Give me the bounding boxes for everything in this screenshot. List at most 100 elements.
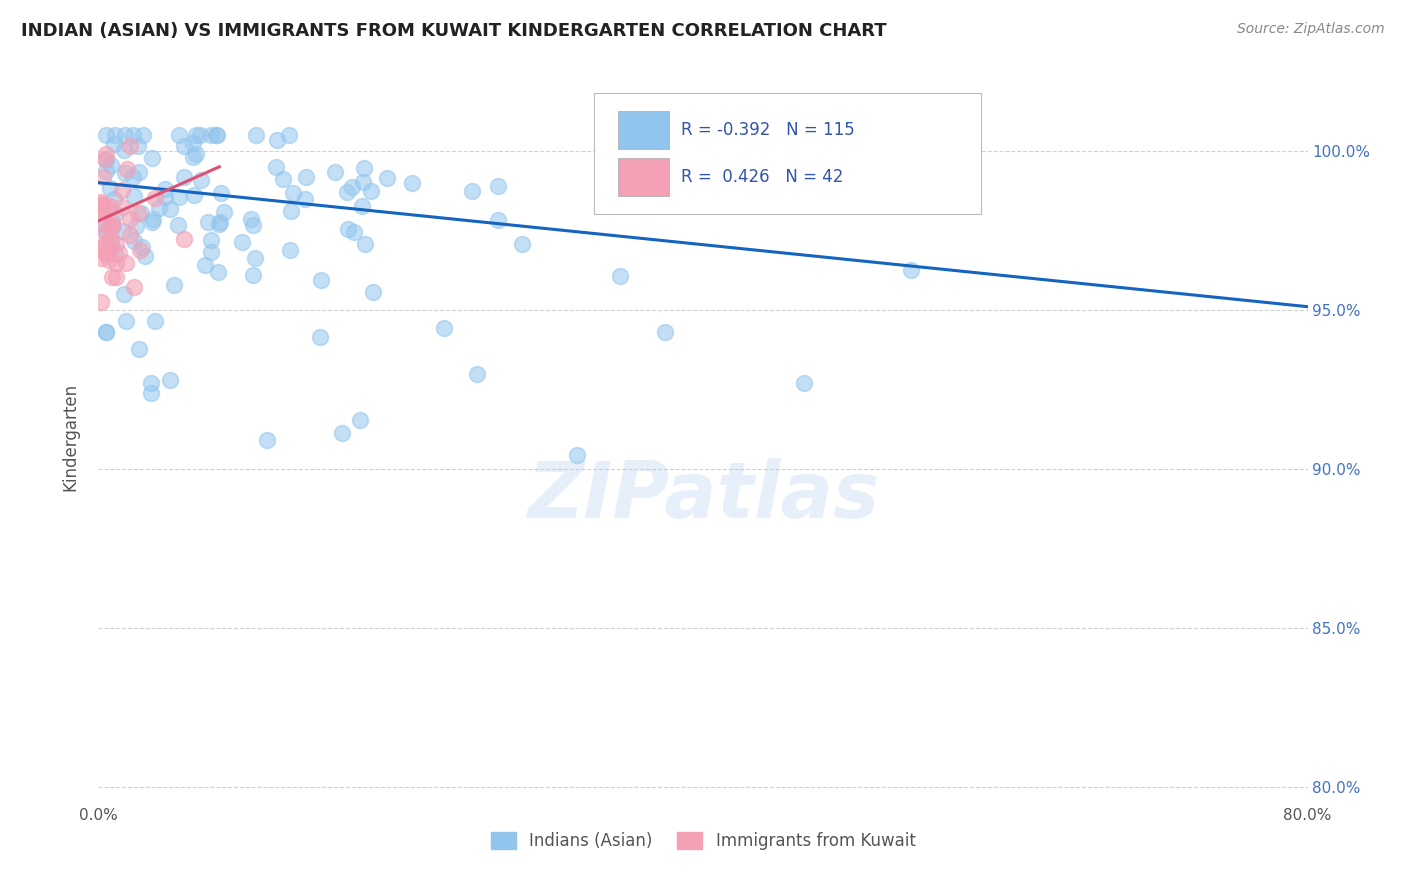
Legend: Indians (Asian), Immigrants from Kuwait: Indians (Asian), Immigrants from Kuwait — [484, 825, 922, 856]
Point — [94, 325, 117, 339]
FancyBboxPatch shape — [595, 94, 981, 214]
FancyBboxPatch shape — [619, 112, 669, 149]
Point — [186, 128, 208, 142]
Point — [96, 236, 118, 251]
Point — [153, 182, 176, 196]
Point — [361, 285, 384, 299]
Point — [309, 330, 332, 344]
Point — [190, 172, 212, 186]
Point — [132, 128, 155, 142]
Point — [115, 162, 138, 177]
Point — [309, 273, 332, 287]
Point — [256, 433, 278, 447]
Point — [194, 258, 217, 272]
Point — [245, 128, 267, 142]
Point — [94, 224, 117, 238]
Point — [793, 376, 815, 390]
Point — [96, 201, 118, 215]
Point — [360, 184, 382, 198]
Point — [127, 139, 149, 153]
Point — [240, 211, 263, 226]
Point — [91, 239, 114, 253]
Point — [143, 313, 166, 327]
Point — [159, 202, 181, 217]
Point — [94, 326, 117, 340]
Point — [94, 164, 117, 178]
Y-axis label: Kindergarten: Kindergarten — [62, 383, 80, 491]
Text: INDIAN (ASIAN) VS IMMIGRANTS FROM KUWAIT KINDERGARTEN CORRELATION CHART: INDIAN (ASIAN) VS IMMIGRANTS FROM KUWAIT… — [21, 22, 887, 40]
Point — [280, 203, 302, 218]
Point — [278, 243, 301, 257]
Point — [112, 143, 135, 157]
Point — [105, 256, 128, 270]
Point — [128, 342, 150, 356]
Point — [111, 224, 134, 238]
Point — [134, 249, 156, 263]
Point — [97, 242, 120, 256]
Point — [159, 373, 181, 387]
Point — [173, 231, 195, 245]
Point — [205, 128, 228, 142]
Point — [98, 199, 121, 213]
Point — [94, 147, 117, 161]
Point — [114, 166, 136, 180]
Point — [486, 213, 509, 227]
Point — [101, 219, 124, 233]
Point — [90, 294, 112, 309]
Point — [100, 218, 122, 232]
Point — [277, 128, 299, 142]
Point — [243, 251, 266, 265]
Point — [122, 280, 145, 294]
Point — [181, 150, 204, 164]
Point — [214, 205, 236, 219]
Point — [353, 161, 375, 176]
Point — [465, 368, 488, 382]
Point — [353, 236, 375, 251]
Point — [90, 197, 112, 211]
Point — [486, 179, 509, 194]
Point — [188, 128, 211, 142]
Point — [90, 198, 112, 212]
Point — [271, 171, 294, 186]
Point — [323, 165, 346, 179]
Point — [94, 247, 117, 261]
Point — [139, 376, 162, 391]
Point — [900, 263, 922, 277]
Point — [148, 201, 170, 215]
Point — [111, 183, 134, 197]
Point — [93, 153, 115, 167]
Text: Source: ZipAtlas.com: Source: ZipAtlas.com — [1237, 22, 1385, 37]
Point — [207, 265, 229, 279]
Point — [349, 413, 371, 427]
Point — [139, 386, 162, 401]
Point — [125, 219, 148, 233]
Point — [433, 321, 456, 335]
Point — [281, 186, 304, 200]
Point — [118, 138, 141, 153]
Point — [100, 180, 122, 194]
Point — [461, 184, 484, 198]
Point — [330, 425, 353, 440]
Point — [100, 157, 122, 171]
Point — [104, 128, 127, 142]
Point — [105, 237, 128, 252]
Point — [114, 128, 136, 142]
Point — [295, 170, 318, 185]
Point — [129, 205, 152, 219]
Point — [181, 136, 204, 150]
Point — [124, 189, 146, 203]
Point — [97, 244, 120, 259]
Point — [343, 225, 366, 239]
Point — [266, 133, 288, 147]
Point — [352, 199, 374, 213]
Point — [100, 270, 122, 285]
Point — [96, 227, 118, 241]
Point — [169, 128, 191, 142]
Point — [100, 231, 122, 245]
Point — [264, 160, 287, 174]
Point — [122, 128, 145, 142]
Point — [115, 256, 138, 270]
Point — [340, 180, 363, 194]
Point — [609, 269, 631, 284]
Point — [231, 235, 253, 250]
